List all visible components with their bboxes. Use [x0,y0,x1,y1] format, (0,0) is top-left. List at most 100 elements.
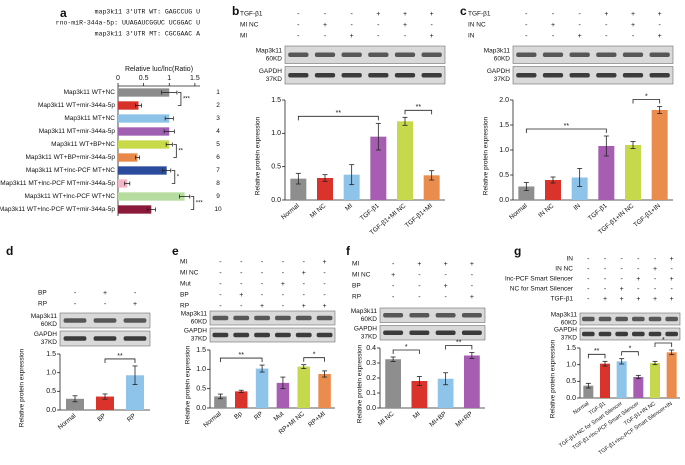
blot-band [212,315,229,321]
blot-label: GAPDH [259,68,282,75]
x-tick-label: BP [96,412,107,423]
bar [464,355,480,408]
bar [214,396,227,408]
blot-band [582,331,595,337]
x-tick-label: Mut [273,410,286,422]
blot-label: Map3k11 [484,47,511,54]
blot-band [295,332,312,338]
condition-name: IN [567,256,574,263]
blot-band [93,318,117,323]
blot-label: 37KD [361,333,378,340]
bar [118,166,167,175]
blot-label: 60KD [494,55,511,62]
blot-label: 60KD [266,55,283,62]
blot-band [622,52,644,57]
x-tick-label: TGF-β1 [587,202,609,222]
y-axis-title: Relative protein expression [550,339,557,418]
bar [666,352,677,398]
x-tick-label: MI [412,410,422,420]
significance-label: * [629,346,632,353]
condition-mark: + [239,292,243,299]
bar [385,359,401,408]
condition-mark: + [670,276,674,283]
bar [625,145,641,200]
significance-label: *** [196,201,204,207]
condition-mark: + [670,256,674,263]
blot-band [632,331,645,337]
blot-band [615,316,628,322]
x-tick-label: RP+MI [307,410,327,428]
bar [650,363,660,398]
y-tick-label: 1.0 [46,370,56,377]
condition-mark: + [391,272,395,279]
condition-name: MI [180,259,187,266]
condition-mark: - [240,303,243,310]
blot-label: 60KD [561,320,578,327]
blot-band [275,315,291,321]
condition-mark: + [444,283,448,290]
y-tick-label: 0.5 [46,388,56,395]
condition-mark: + [403,11,407,18]
x-tick-label: MI NC [309,202,328,219]
condition-mark: - [578,11,581,18]
condition-mark: + [603,296,607,303]
bar [118,114,170,123]
bar [343,174,360,200]
condition-mark: + [470,261,474,268]
blot-band [314,73,336,78]
condition-mark: + [302,303,306,310]
condition-mark: - [604,286,607,293]
condition-mark: + [653,266,657,273]
x-tick-label: Normal [57,412,78,431]
x-tick-label: MI [344,202,354,212]
condition-mark: - [134,290,137,297]
condition-mark: - [620,266,623,273]
condition-name: IN NC [468,22,486,29]
bar [370,136,387,200]
y-tick-label: Map3k11 WT+NC [64,89,116,96]
condition-mark: - [282,303,285,310]
condition-mark: - [219,259,222,266]
y-tick-label: 0.1 [366,390,376,397]
x-tick-label: RP [126,412,137,423]
y-axis-title: Relative protein expression [19,348,26,427]
condition-mark: + [620,286,624,293]
blot-band [649,52,670,57]
y-tick-label: 0.3 [366,360,376,367]
sequence-line: rno-miR-344a-5p: UUAGAUCGGUC UCGGAC U [56,20,200,27]
row-number: 6 [216,154,220,161]
condition-mark: + [417,261,421,268]
condition-name: IN NC [555,266,573,273]
blot [209,327,336,343]
condition-mark: - [525,33,528,40]
blot-band [275,332,291,338]
blot-band [383,313,404,318]
significance-bracket [632,99,661,104]
significance-bracket [525,128,607,133]
bar [423,175,440,200]
condition-mark: - [377,33,380,40]
blot-label: 60KD [191,319,208,326]
blot-band [632,316,645,322]
bar [118,153,138,162]
blot-band [63,336,87,341]
condition-name: RP [38,301,47,308]
condition-mark: - [219,281,222,288]
sequence-line: map3k11 3'UTR MT: CGCGAAC A [95,31,200,38]
blot-band [622,73,644,78]
condition-mark: - [430,22,433,29]
condition-name: BP [180,292,189,299]
condition-mark: + [620,296,624,303]
condition-mark: - [323,281,326,288]
condition-mark: - [219,270,222,277]
x-tick-label: IN NC [537,202,555,219]
y-tick-label: 0.5 [566,378,576,385]
condition-mark: - [658,22,661,29]
condition-name: MI NC [352,272,371,279]
condition-mark: + [281,281,285,288]
condition-mark: - [637,266,640,273]
y-tick-label: Map3k11 MT+lnc-PCF MT+NC [26,167,115,174]
significance-bracket [621,351,639,356]
condition-mark: - [471,272,474,279]
blot-band [123,318,147,323]
